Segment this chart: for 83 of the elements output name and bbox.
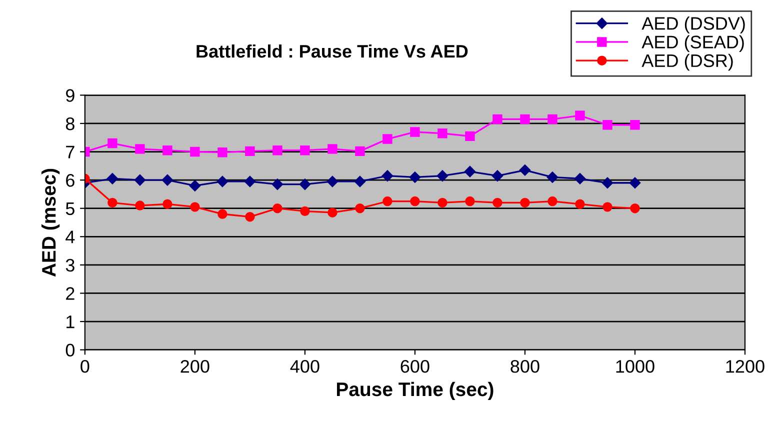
point: [355, 203, 365, 214]
point: [162, 199, 172, 209]
y-tick-label: 3: [66, 258, 74, 272]
y-axis-title: AED (msec): [41, 168, 60, 277]
point: [548, 114, 558, 124]
point: [548, 196, 558, 206]
point: [244, 176, 256, 188]
x-tick-label: 200: [180, 360, 210, 373]
point: [272, 178, 284, 190]
point: [272, 145, 282, 156]
point: [438, 198, 448, 208]
point: [409, 172, 421, 183]
point: [106, 173, 118, 184]
x-tick-label: 1000: [616, 360, 654, 373]
point: [299, 178, 311, 190]
point: [520, 114, 530, 124]
point: [300, 145, 310, 156]
point: [190, 202, 200, 212]
point: [216, 176, 228, 188]
point: [326, 176, 338, 188]
y-tick-label: 6: [66, 174, 74, 187]
y-tick-label: 8: [66, 117, 74, 130]
point: [575, 199, 585, 209]
legend-label: AED (DSDV): [642, 16, 745, 34]
point: [602, 177, 614, 188]
point: [575, 110, 585, 120]
point: [135, 200, 145, 210]
chart-title: Battlefield : Pause Time Vs AED: [196, 44, 468, 58]
point: [328, 208, 338, 218]
point: [546, 172, 558, 183]
point: [245, 146, 255, 156]
point: [492, 198, 502, 208]
point: [602, 120, 612, 130]
x-tick-label: 600: [400, 360, 430, 373]
point: [492, 114, 502, 124]
x-axis-title: Pause Time (sec): [336, 382, 494, 400]
point: [108, 198, 118, 208]
point: [382, 170, 394, 182]
y-tick-label: 0: [66, 344, 74, 357]
legend-label: AED (DSR): [642, 54, 733, 71]
y-tick-label: 1: [66, 316, 74, 328]
point: [630, 120, 640, 130]
point: [630, 203, 640, 214]
point: [218, 209, 228, 219]
point: [410, 196, 420, 206]
point: [382, 196, 392, 206]
point: [190, 146, 200, 157]
x-tick-label: 1200: [726, 360, 764, 373]
point: [574, 173, 586, 184]
point: [464, 166, 476, 178]
point: [465, 131, 475, 142]
y-tick-label: 4: [66, 230, 75, 244]
point: [272, 203, 282, 214]
point: [134, 174, 146, 186]
point: [135, 144, 145, 154]
point: [355, 146, 365, 156]
point: [410, 127, 420, 137]
x-tick-label: 0: [80, 360, 90, 373]
point: [328, 144, 338, 154]
point: [245, 212, 255, 222]
point: [218, 147, 228, 158]
x-tick-label: 800: [510, 360, 540, 373]
point: [382, 134, 392, 144]
point: [162, 174, 174, 186]
point: [354, 176, 366, 188]
point: [108, 138, 118, 148]
point: [602, 202, 612, 212]
point: [520, 198, 530, 208]
y-tick-label: 5: [66, 202, 74, 216]
point: [189, 180, 201, 192]
point: [492, 170, 504, 182]
point: [438, 128, 448, 138]
point: [519, 164, 531, 176]
y-tick-label: 2: [66, 287, 74, 300]
point: [465, 196, 475, 206]
y-tick-label: 9: [66, 89, 74, 102]
x-tick-label: 400: [290, 360, 320, 373]
point: [629, 177, 641, 188]
y-tick-label: 7: [66, 146, 74, 158]
legend-label: AED (SEAD): [642, 35, 744, 52]
point: [300, 206, 310, 216]
point: [162, 145, 172, 156]
point: [436, 170, 448, 182]
